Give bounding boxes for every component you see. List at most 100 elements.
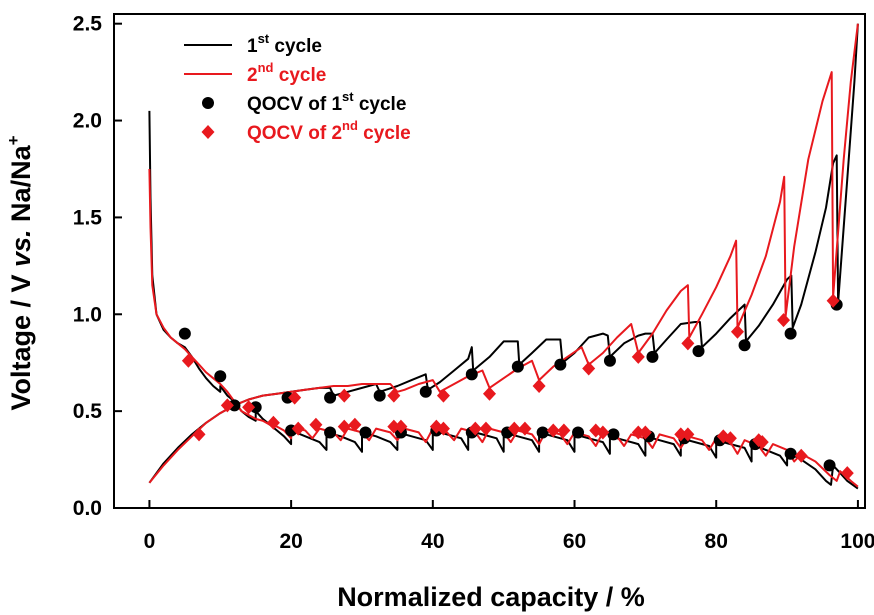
qocv-cycle2-point	[387, 419, 401, 434]
qocv-cycle2-point	[394, 419, 408, 434]
legend-tail: cycle	[273, 65, 326, 86]
qocv-cycle1-point	[738, 339, 751, 352]
qocv-cycle2-point	[192, 427, 206, 442]
legend-circle-qocv1	[202, 97, 214, 109]
x-axis-label: Normalized capacity / %	[337, 582, 645, 612]
qocv-cycle2-point	[681, 427, 695, 442]
qocv-cycle2-point	[532, 378, 546, 393]
qocv-cycle2-point	[309, 417, 323, 432]
legend-text: 1	[247, 36, 258, 57]
y-axis-label: Voltage / V vs. Na/Na+	[4, 135, 36, 410]
y-tick-label: 0.0	[73, 497, 102, 520]
qocv-cycle2-point	[518, 421, 532, 436]
legend-label-qocv2: QOCV of 2nd cycle	[247, 118, 411, 144]
qocv-cycle2-point	[181, 353, 195, 368]
x-tick-label: 80	[705, 530, 728, 553]
qocv-cycle2-point	[483, 386, 496, 401]
qocv-cycle2-point	[730, 324, 744, 339]
qocv-cycle2-point	[674, 427, 688, 442]
qocv-cycle1-point	[692, 345, 705, 358]
qocv-cycle2-point	[631, 349, 645, 364]
y-axis-label-suffix: Na/Na	[6, 144, 36, 229]
qocv-cycle1-point	[465, 368, 478, 381]
qocv-cycle1-point	[784, 327, 797, 340]
qocv-cycle1-point	[373, 389, 386, 402]
qocv-cycle1-point	[784, 447, 797, 460]
qocv-cycle2-point	[468, 421, 482, 436]
y-tick-label: 1.0	[73, 303, 102, 326]
y-axis-label-prefix: Voltage / V	[6, 267, 36, 411]
qocv-cycle1-point	[603, 354, 616, 367]
qocv-cycle1-point	[249, 401, 262, 414]
legend-text: 2	[247, 65, 258, 86]
qocv-cycle2-point	[220, 398, 234, 413]
qocv-cycle2-point	[436, 388, 450, 403]
qocv-cycle2-point	[288, 390, 302, 405]
qocv-cycle1-point	[324, 426, 337, 439]
x-tick-label: 40	[421, 530, 444, 553]
qocv-cycle1-point	[228, 399, 241, 412]
qocv-cycle2-point	[337, 419, 351, 434]
legend-sup: nd	[342, 118, 358, 133]
qocv-cycle1-point	[511, 360, 524, 373]
legend-sup: st	[258, 31, 270, 46]
qocv-cycle2-point	[557, 423, 571, 438]
y-tick-label: 0.5	[73, 400, 103, 423]
legend-tail: cycle	[269, 36, 322, 57]
qocv-cycle2-point	[723, 431, 737, 446]
legend-tail: cycle	[358, 123, 411, 144]
qocv-cycle2-point	[840, 466, 854, 481]
legend-sup: nd	[258, 60, 274, 75]
legend-label-cycle1: 1st cycle	[247, 31, 322, 57]
qocv-cycle2-point	[266, 415, 280, 430]
qocv-cycle1-point	[572, 426, 585, 439]
qocv-cycle1-point	[823, 459, 836, 472]
x-tick-label: 20	[279, 530, 302, 553]
y-tick-label: 2.5	[73, 13, 103, 36]
legend-diamond-qocv2	[201, 125, 215, 139]
qocv-cycle1-point	[359, 426, 372, 439]
qocv-cycle2-point	[242, 400, 256, 415]
qocv-cycle2-point	[546, 423, 560, 438]
legend-label-qocv1: QOCV of 1st cycle	[247, 89, 406, 115]
qocv-cycle2-point	[631, 425, 645, 440]
y-axis-label-italic: vs.	[6, 229, 36, 267]
qocv-cycle1-point	[324, 391, 337, 404]
qocv-cycle2-point	[507, 421, 521, 436]
qocv-cycle1-point	[536, 426, 549, 439]
series-line-cycle2-charge	[148, 23, 859, 484]
qocv-cycle2-point	[348, 417, 362, 432]
y-tick-label: 2.0	[73, 110, 102, 133]
legend-text: QOCV of 1	[247, 94, 342, 115]
qocv-cycle2-point	[582, 361, 596, 376]
legend-label-cycle2: 2nd cycle	[247, 60, 326, 86]
qocv-cycle1-point	[554, 358, 567, 371]
plot-markers	[178, 293, 854, 481]
plot-axes: 0 20 40 60 80 100 0.0 0.5 1.0 1.5 2.0 2.5	[73, 13, 874, 553]
legend-text: QOCV of 2	[247, 123, 342, 144]
x-tick-label: 0	[144, 530, 156, 553]
qocv-cycle1-point	[419, 385, 432, 398]
qocv-cycle2-point	[777, 313, 791, 328]
legend-tail: cycle	[354, 94, 407, 115]
qocv-cycle2-point	[479, 421, 493, 436]
qocv-cycle1-point	[281, 391, 294, 404]
y-axis-label-sup: +	[4, 135, 23, 145]
plot-frame	[113, 13, 866, 509]
qocv-cycle1-point	[178, 327, 191, 340]
qocv-cycle1-point	[214, 370, 227, 383]
qocv-cycle2-point	[681, 336, 695, 351]
qocv-cycle2-point	[596, 425, 610, 440]
qocv-cycle2-point	[387, 388, 401, 403]
x-tick-label: 100	[840, 530, 874, 553]
qocv-cycle1-point	[646, 350, 659, 363]
qocv-cycle2-point	[436, 421, 450, 436]
legend-sup: st	[342, 89, 354, 104]
qocv-cycle1-point	[607, 428, 620, 441]
x-tick-label: 60	[563, 530, 586, 553]
qocv-cycle2-point	[638, 425, 652, 440]
y-tick-label: 1.5	[73, 206, 103, 229]
qocv-cycle2-point	[826, 293, 840, 308]
